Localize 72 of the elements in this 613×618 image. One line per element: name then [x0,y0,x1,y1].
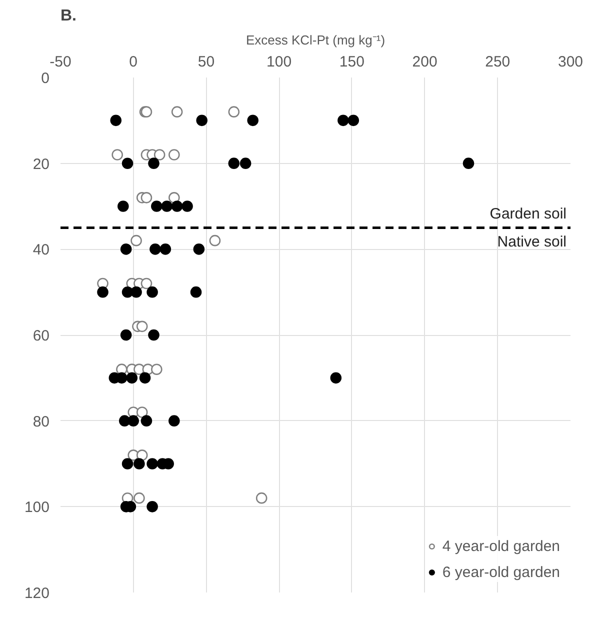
point [209,234,221,246]
point [228,158,240,169]
legend-label: 6 year-old garden [442,564,560,580]
point [128,415,140,426]
x-tick-label: 300 [558,54,584,70]
point [136,320,148,332]
point [146,501,158,512]
point [256,492,268,504]
point [97,286,108,298]
y-tick-label: 100 [24,499,50,516]
point [196,114,208,126]
y-tick-label: 80 [32,413,50,430]
point [154,149,166,160]
x-axis-title: Excess KCl-Pt (mg kg⁻¹) [246,32,386,48]
y-tick-label: 40 [32,242,50,259]
x-tick-label: 100 [266,54,292,70]
point [136,406,148,418]
point [168,415,180,426]
point [148,158,160,169]
point [161,200,173,212]
point [130,286,142,298]
point [134,492,145,504]
point [190,286,202,298]
point [126,372,138,384]
point [140,415,152,426]
annotation: Garden soil [490,206,567,223]
point [171,200,183,212]
point [146,458,158,470]
x-tick-label: 0 [129,54,138,70]
point [160,244,172,255]
point [134,458,145,470]
point [151,364,162,375]
point [136,450,148,461]
point [148,329,160,341]
point [139,372,151,384]
x-tick-label: 150 [339,54,364,70]
point [120,244,132,255]
x-tick-label: 250 [485,54,510,70]
point [122,458,134,470]
point [122,158,134,169]
point [247,114,258,126]
point [171,106,183,118]
point [118,200,129,212]
legend-label: 4 year-old garden [442,538,560,554]
x-tick-label: 50 [198,54,215,70]
point [338,114,349,126]
chart-title: B. [60,8,76,24]
point [462,158,474,169]
y-tick-label: 0 [41,70,50,87]
point [193,244,205,255]
point [168,192,180,204]
point [120,329,132,341]
point [146,286,158,298]
point [140,192,152,204]
point [168,149,180,160]
x-tick-label: 200 [412,54,438,70]
y-tick-label: 20 [32,156,50,173]
point [140,278,152,290]
annotation: Native soil [497,234,567,251]
x-tick-label: -50 [50,54,72,70]
point [110,114,122,126]
point [112,149,123,160]
point [330,372,342,384]
point [150,244,161,255]
point [130,234,142,246]
y-tick-label: 60 [32,328,50,344]
y-tick-label: 120 [24,585,50,602]
point [228,106,240,118]
point [182,200,193,212]
point [348,114,360,126]
point [151,200,162,212]
point [240,158,252,169]
